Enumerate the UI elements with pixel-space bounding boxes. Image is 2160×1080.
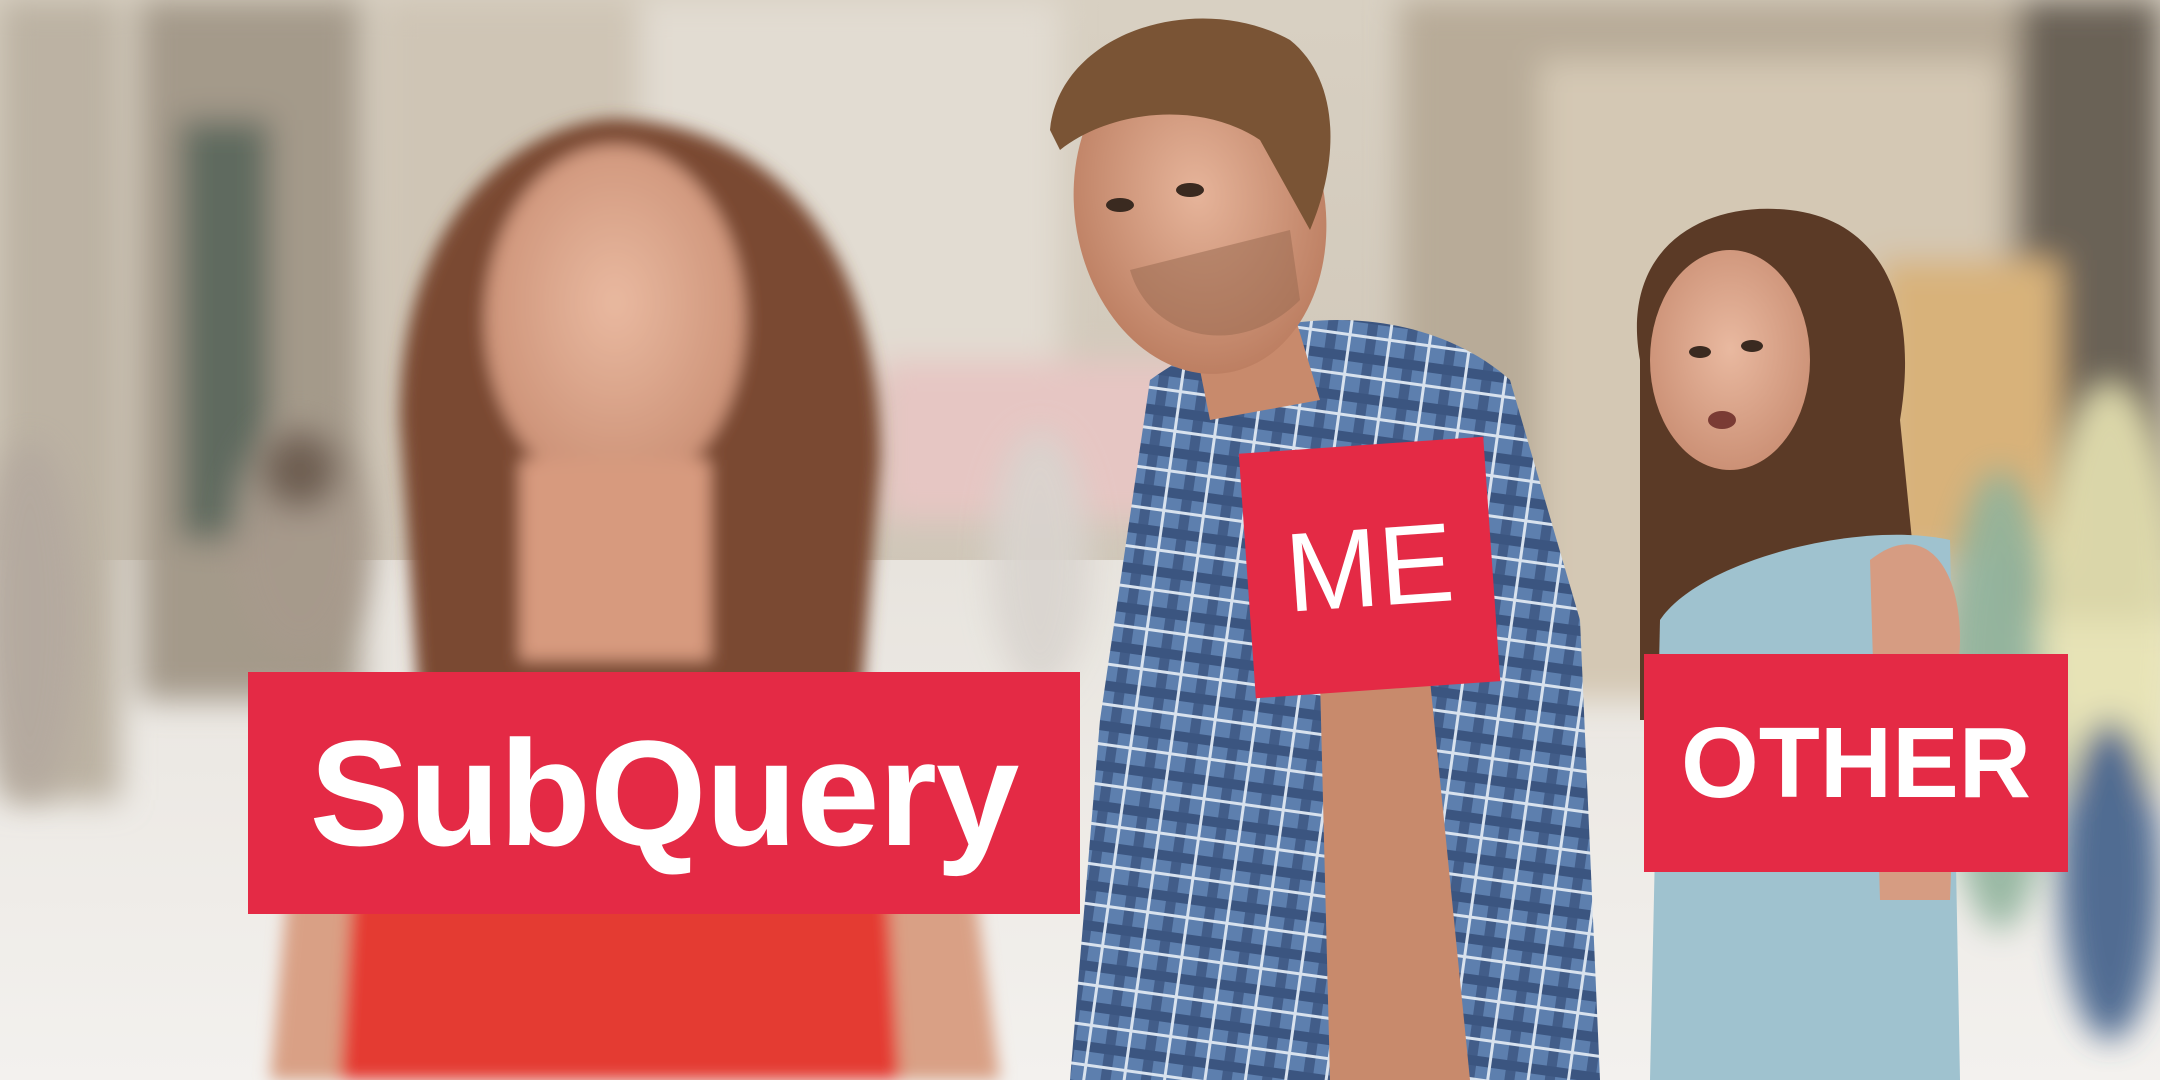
subquery-label: SubQuery	[309, 708, 1020, 877]
me-label: ME	[1281, 499, 1458, 636]
other-label: OTHER	[1681, 706, 2031, 819]
